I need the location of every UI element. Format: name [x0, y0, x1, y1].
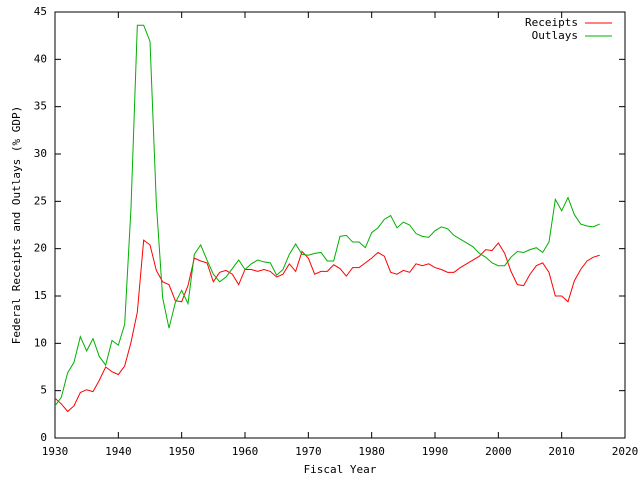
series-line: [54, 239, 600, 413]
y-tick-label: 10: [34, 336, 47, 349]
y-tick-label: 5: [40, 384, 47, 397]
x-tick-label: 1950: [168, 445, 195, 458]
x-tick-label: 1930: [42, 445, 69, 458]
y-axis-label: Federal Receipts and Outlays (% GDP): [10, 106, 23, 344]
legend-label: Receipts: [525, 16, 578, 29]
y-tick-label: 20: [34, 242, 47, 255]
x-axis-label: Fiscal Year: [304, 463, 377, 476]
x-tick-label: 2020: [612, 445, 639, 458]
x-tick-label: 1990: [422, 445, 449, 458]
x-tick-label: 2000: [485, 445, 512, 458]
y-tick-label: 0: [40, 431, 47, 444]
legend-label: Outlays: [532, 29, 578, 42]
y-tick-label: 15: [34, 289, 47, 302]
plot-frame: [54, 11, 626, 439]
x-tick-label: 1940: [105, 445, 132, 458]
x-tick-label: 1970: [295, 445, 322, 458]
y-tick-label: 40: [34, 52, 47, 65]
y-tick-label: 45: [34, 5, 47, 18]
y-tick-label: 30: [34, 147, 47, 160]
y-tick-label: 35: [34, 100, 47, 113]
y-tick-label: 25: [34, 194, 47, 207]
x-tick-label: 2010: [548, 445, 575, 458]
x-tick-label: 1980: [358, 445, 385, 458]
x-tick-label: 1960: [232, 445, 259, 458]
series-line: [54, 24, 600, 407]
